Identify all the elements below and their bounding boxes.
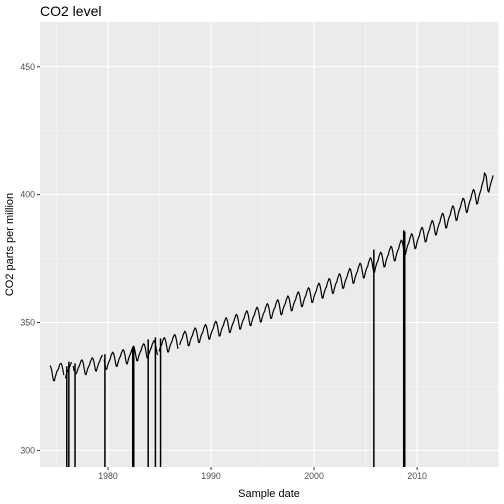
y-tick-label: 300 (20, 445, 35, 455)
minor-grid (40, 22, 499, 467)
series-layer (49, 172, 494, 382)
x-tick-label: 2010 (407, 471, 427, 481)
y-tick-label: 450 (20, 62, 35, 72)
co2-series-line (49, 172, 494, 382)
x-tick-label: 2000 (304, 471, 324, 481)
y-axis-title: CO2 parts per million (4, 193, 16, 296)
x-axis-title: Sample date (238, 488, 300, 500)
plot-panel (40, 22, 499, 467)
x-axis: 1980 1990 2000 2010 (98, 467, 427, 481)
chart-title: CO2 level (40, 3, 101, 19)
major-grid (40, 22, 499, 467)
y-axis: 300 350 400 450 (20, 62, 40, 455)
data-drop-lines (66, 230, 406, 467)
y-tick-label: 350 (20, 318, 35, 328)
x-tick-label: 1990 (201, 471, 221, 481)
y-tick-label: 400 (20, 190, 35, 200)
x-tick-label: 1980 (98, 471, 118, 481)
